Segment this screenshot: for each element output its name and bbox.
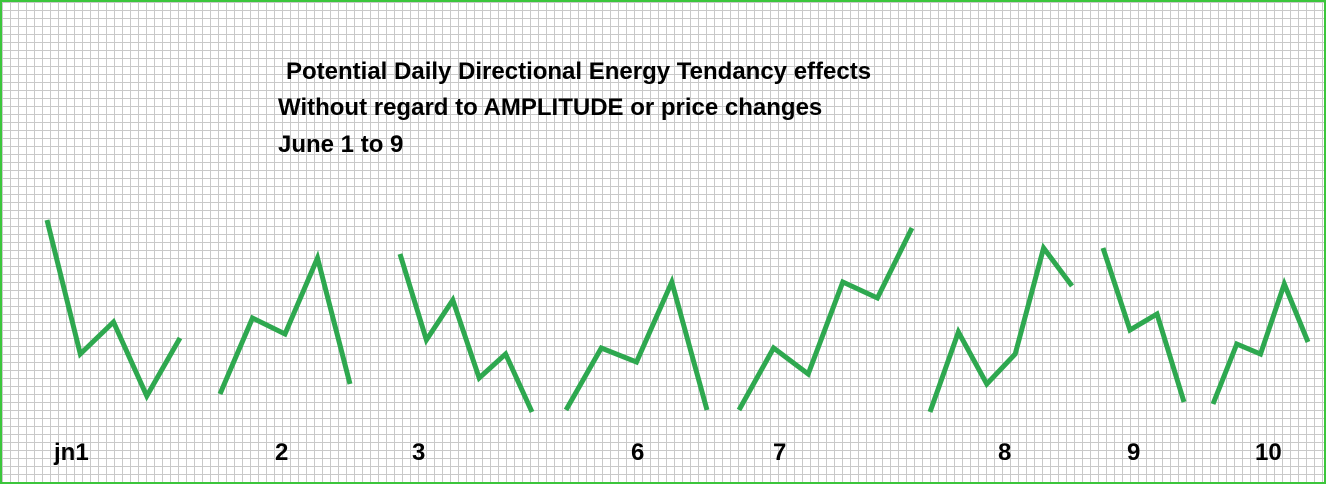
chart-title-line-2: Without regard to AMPLITUDE or price cha… — [278, 94, 823, 121]
tendency-line-jn1 — [44, 219, 183, 402]
day-label-3: 3 — [412, 439, 426, 466]
tendency-line-2 — [217, 250, 353, 395]
day-label-7: 7 — [773, 439, 787, 466]
day-label-8: 8 — [998, 439, 1012, 466]
day-label-jn1: jn1 — [54, 439, 89, 466]
day-label-9: 9 — [1127, 439, 1141, 466]
tendency-line-9 — [1100, 247, 1187, 403]
tendency-line-7 — [736, 226, 915, 412]
tendency-line-8 — [927, 242, 1075, 413]
tendency-line-3 — [397, 253, 535, 414]
tendency-line-10 — [1210, 276, 1311, 405]
tendency-line-6 — [563, 274, 710, 412]
day-label-10: 10 — [1255, 439, 1282, 466]
chart-title-line-1: Potential Daily Directional Energy Tenda… — [286, 58, 872, 85]
day-label-6: 6 — [631, 439, 645, 466]
chart-title-line-3: June 1 to 9 — [278, 131, 404, 158]
day-label-2: 2 — [275, 439, 289, 466]
